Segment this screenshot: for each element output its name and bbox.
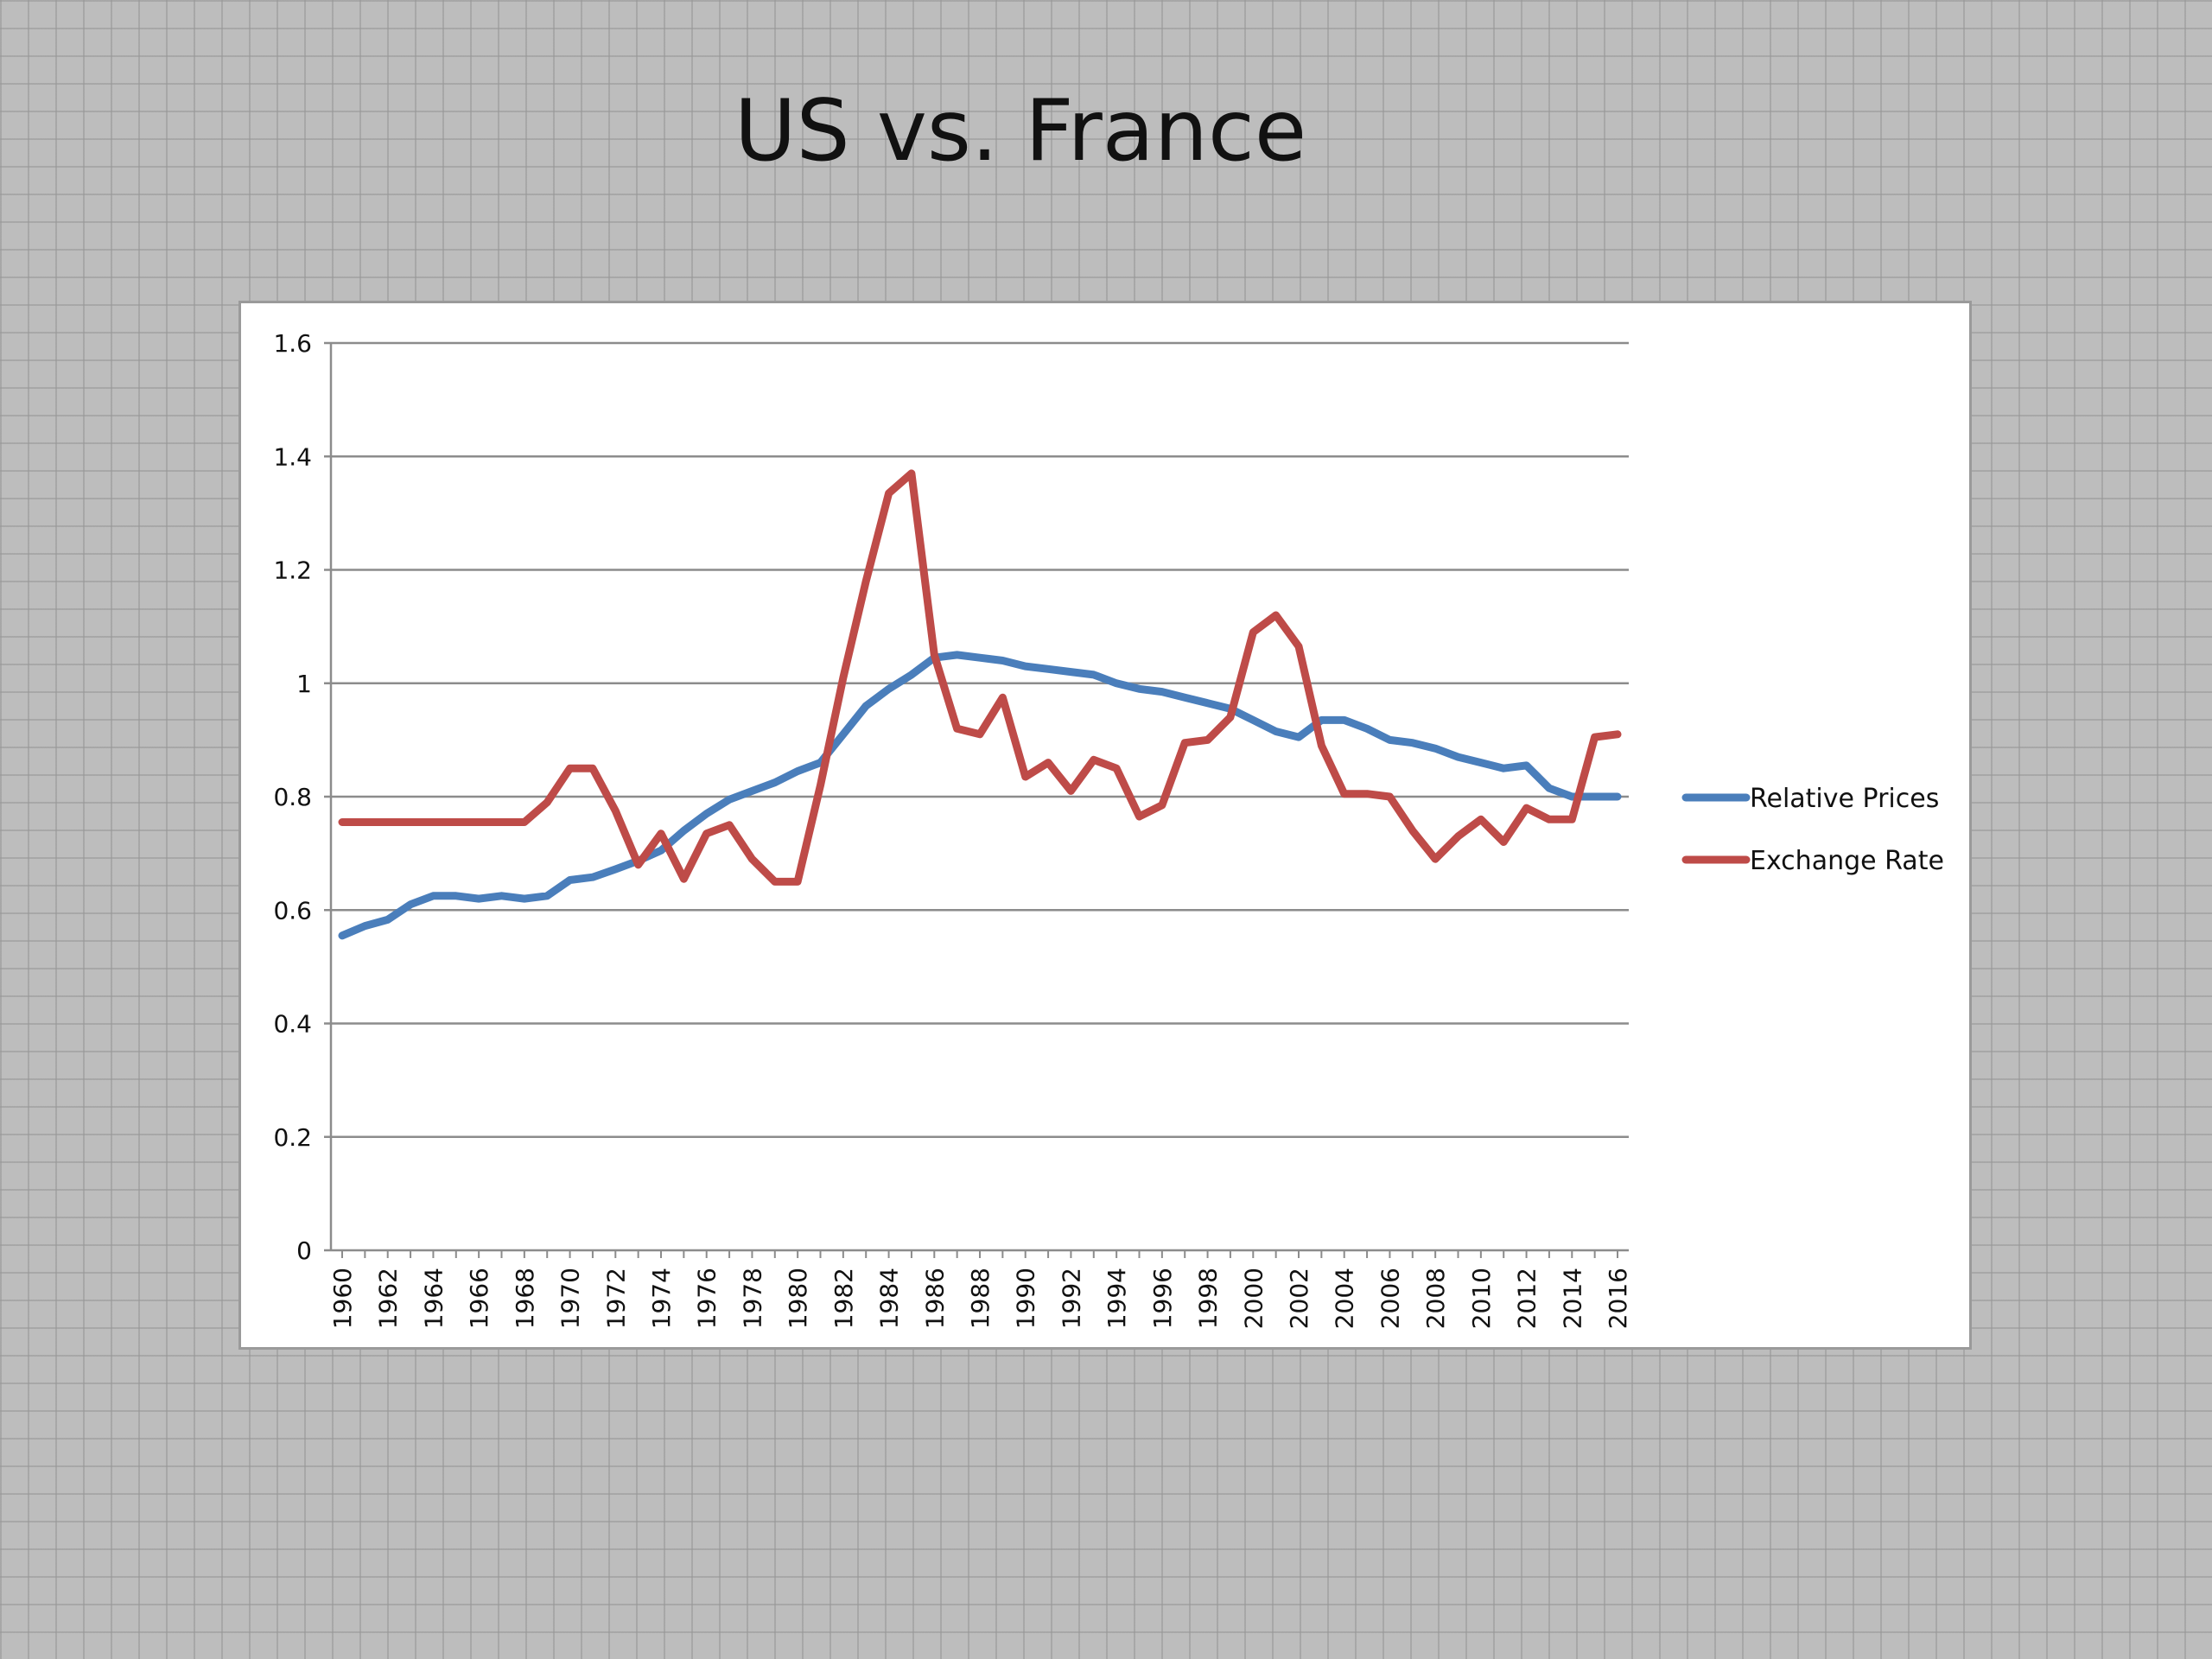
x-tick-label: 2004 [1331, 1268, 1359, 1329]
x-tick-label: 1996 [1148, 1268, 1177, 1329]
slide-title: US vs. France [734, 82, 1307, 181]
x-tick-label: 1962 [374, 1268, 403, 1329]
x-tick-label: 1998 [1194, 1268, 1223, 1329]
line-chart: 0 0.2 0.4 0.6 0.8 1 1.2 1.4 1.6 1960 1962 1964 1966… [273, 329, 1944, 1329]
legend: Relative Prices Exchange Rate [1681, 784, 1944, 876]
x-tick-label: 1988 [966, 1268, 995, 1329]
legend-label: Relative Prices [1750, 784, 1939, 814]
chart-frame: 0 0.2 0.4 0.6 0.8 1 1.2 1.4 1.6 1960 1962 1964 1966… [238, 301, 1972, 1350]
gridlines [331, 341, 1629, 1138]
x-tick-label: 1984 [875, 1268, 904, 1329]
series-lines [338, 469, 1622, 940]
x-tick-label: 2010 [1467, 1268, 1496, 1329]
y-tick-label: 0.6 [273, 896, 312, 925]
legend-label: Exchange Rate [1750, 846, 1944, 876]
x-tick-label: 1960 [328, 1268, 357, 1329]
x-tick-label: 1966 [465, 1268, 493, 1329]
axes [324, 341, 1629, 1258]
legend-exchange-rate: Exchange Rate [1681, 846, 1944, 876]
x-tick-label: 2016 [1604, 1268, 1632, 1329]
y-tick-labels: 0 0.2 0.4 0.6 0.8 1 1.2 1.4 1.6 [273, 329, 312, 1265]
exchange-rate-line [338, 469, 1622, 886]
x-tick-label: 1970 [556, 1268, 585, 1329]
y-tick-label: 1.6 [273, 329, 312, 358]
y-tick-label: 0.4 [273, 1010, 312, 1039]
x-tick-label: 1992 [1057, 1268, 1085, 1329]
y-tick-label: 1.4 [273, 442, 312, 471]
x-tick-label: 1974 [647, 1268, 676, 1329]
x-tick-label: 2000 [1239, 1268, 1268, 1329]
x-tick-label: 1968 [511, 1268, 539, 1329]
x-tick-label: 1972 [601, 1268, 630, 1329]
x-tick-label: 2014 [1558, 1268, 1586, 1329]
x-tick-label: 1980 [784, 1268, 812, 1329]
legend-relative-prices: Relative Prices [1681, 784, 1939, 814]
x-tick-label: 2012 [1513, 1268, 1541, 1329]
x-tick-label: 1976 [693, 1268, 721, 1329]
x-tick-label: 2002 [1285, 1268, 1313, 1329]
y-tick-label: 0.2 [273, 1123, 312, 1152]
y-tick-label: 1 [296, 670, 312, 698]
relative-prices-line [338, 651, 1622, 940]
x-tick-label: 1978 [738, 1268, 766, 1329]
y-tick-label: 0.8 [273, 783, 312, 811]
x-tick-label: 1982 [830, 1268, 858, 1329]
x-tick-label: 1990 [1012, 1268, 1040, 1329]
y-tick-label: 0 [296, 1236, 312, 1265]
x-tick-label: 1986 [920, 1268, 949, 1329]
x-tick-labels: 1960 1962 1964 1966 1968 1970 1972 1974 1976 1978… [328, 1268, 1632, 1329]
y-tick-label: 1.2 [273, 556, 312, 585]
x-tick-label: 1964 [419, 1268, 448, 1329]
x-tick-label: 1994 [1103, 1268, 1131, 1329]
x-tick-label: 2006 [1376, 1268, 1404, 1329]
x-tick-label: 2008 [1421, 1268, 1450, 1329]
